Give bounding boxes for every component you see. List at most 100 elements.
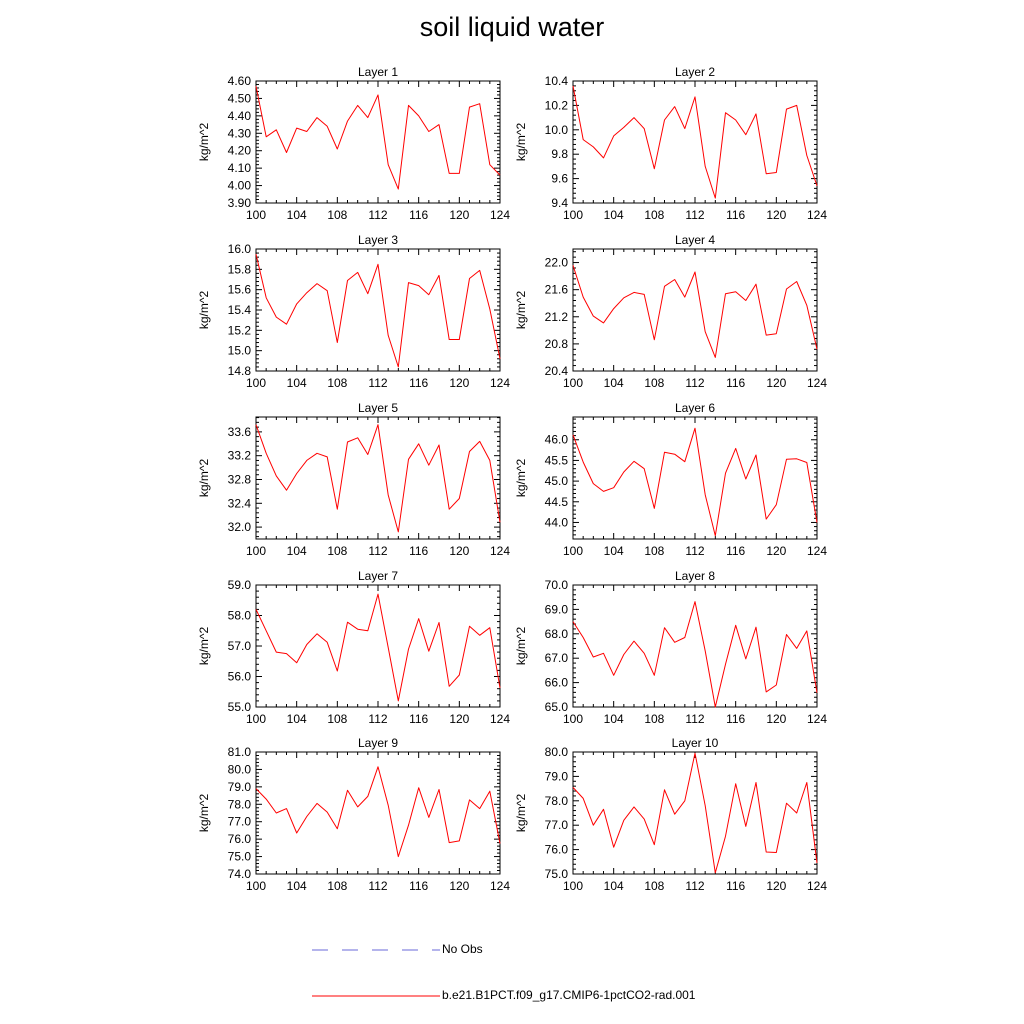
x-tick-label: 108	[644, 208, 664, 222]
plot-frame	[255, 584, 501, 708]
y-axis-label: kg/m^2	[514, 627, 528, 666]
panel-title: Layer 6	[675, 401, 715, 415]
x-tick-label: 104	[604, 376, 624, 390]
y-tick-label: 3.90	[228, 196, 252, 210]
x-tick-label: 120	[449, 208, 469, 222]
x-tick-label: 112	[368, 712, 387, 726]
x-tick-label: 124	[490, 208, 510, 222]
panel-title: Layer 9	[358, 736, 398, 750]
panel-2: Layer 2 100 104 108 112 116 120 124 9.4 9.6 9.8 10.…	[514, 65, 827, 222]
y-tick-label: 9.6	[551, 172, 568, 186]
panel-title: Layer 2	[675, 65, 715, 79]
x-tick-label: 112	[685, 544, 704, 558]
y-tick-label: 33.6	[228, 425, 252, 439]
y-tick-label: 14.8	[228, 364, 252, 378]
y-axis-label: kg/m^2	[514, 291, 528, 330]
x-tick-label: 112	[368, 544, 387, 558]
y-tick-label: 4.00	[228, 179, 252, 193]
x-tick-label: 120	[449, 544, 469, 558]
x-tick-label: 116	[726, 879, 745, 893]
legend-item-no-obs: No Obs	[312, 938, 872, 962]
x-tick-label: 124	[807, 712, 827, 726]
x-tick-label: 124	[807, 879, 827, 893]
x-tick-label: 112	[368, 208, 387, 222]
y-tick-label: 80.0	[228, 762, 252, 776]
y-tick-label: 65.0	[545, 700, 569, 714]
y-tick-label: 9.4	[551, 196, 568, 210]
x-tick-label: 104	[604, 208, 624, 222]
x-tick-label: 112	[368, 376, 387, 390]
y-tick-label: 10.2	[545, 98, 569, 112]
x-tick-label: 108	[644, 376, 664, 390]
y-tick-label: 80.0	[545, 745, 569, 759]
x-tick-label: 120	[449, 376, 469, 390]
x-tick-label: 116	[726, 376, 745, 390]
x-tick-label: 108	[644, 879, 664, 893]
y-tick-label: 70.0	[545, 578, 569, 592]
y-axis-label: kg/m^2	[197, 627, 211, 666]
x-tick-label: 124	[490, 376, 510, 390]
x-tick-label: 116	[409, 376, 428, 390]
y-axis-label: kg/m^2	[197, 291, 211, 330]
panel-title: Layer 4	[675, 233, 715, 247]
figure-title: soil liquid water	[419, 12, 605, 42]
y-tick-label: 15.8	[228, 262, 252, 276]
y-tick-label: 56.0	[228, 670, 252, 684]
y-tick-label: 46.0	[545, 433, 569, 447]
x-tick-label: 104	[604, 879, 624, 893]
y-tick-label: 77.0	[545, 818, 569, 832]
y-tick-label: 79.0	[228, 780, 252, 794]
legend-label-no-obs: No Obs	[442, 942, 483, 956]
panel-3: Layer 3 100 104 108 112 116 120 124 14.8 15.0 15.2…	[197, 233, 510, 390]
panel-7: Layer 7 100 104 108 112 116 120 124 55.0 56.0 57.0…	[197, 569, 510, 726]
y-tick-label: 32.0	[228, 520, 252, 534]
y-tick-label: 21.6	[545, 283, 569, 297]
panel-4: Layer 4 100 104 108 112 116 120 124 20.4 20.8 21.2…	[514, 233, 827, 390]
y-tick-label: 44.0	[545, 515, 569, 529]
x-tick-label: 116	[409, 544, 428, 558]
y-tick-label: 4.20	[228, 144, 252, 158]
x-tick-label: 104	[287, 376, 307, 390]
x-tick-label: 108	[644, 712, 664, 726]
panel-9: Layer 9 100 104 108 112 116 120 124 74.0 75.0 76.0…	[197, 736, 510, 893]
x-tick-label: 108	[327, 544, 347, 558]
legend-label-model-run: b.e21.B1PCT.f09_g17.CMIP6-1pctCO2-rad.00…	[442, 988, 696, 1002]
x-tick-label: 104	[287, 208, 307, 222]
series-line	[255, 766, 501, 858]
y-tick-label: 75.0	[545, 867, 569, 881]
y-tick-label: 10.4	[545, 74, 569, 88]
y-tick-label: 68.0	[545, 627, 569, 641]
y-tick-label: 21.2	[545, 310, 569, 324]
x-tick-label: 112	[685, 376, 704, 390]
x-tick-label: 120	[449, 879, 469, 893]
x-tick-label: 100	[246, 879, 266, 893]
y-axis-label: kg/m^2	[197, 459, 211, 498]
plot-frame	[572, 751, 818, 875]
x-tick-label: 104	[287, 879, 307, 893]
x-tick-label: 108	[327, 879, 347, 893]
y-axis-label: kg/m^2	[514, 794, 528, 833]
panel-title: Layer 10	[672, 736, 719, 750]
y-tick-label: 66.0	[545, 676, 569, 690]
y-axis-label: kg/m^2	[197, 794, 211, 833]
series-line	[255, 86, 501, 190]
x-tick-label: 120	[449, 712, 469, 726]
x-tick-label: 124	[807, 208, 827, 222]
plot-frame	[572, 416, 818, 540]
y-tick-label: 32.4	[228, 496, 252, 510]
x-tick-label: 100	[246, 544, 266, 558]
y-tick-label: 58.0	[228, 609, 252, 623]
series-line	[255, 424, 501, 533]
x-tick-label: 100	[563, 376, 583, 390]
x-tick-label: 116	[726, 208, 745, 222]
legend-swatch-solid	[312, 995, 440, 997]
y-tick-label: 15.2	[228, 323, 252, 337]
y-tick-label: 20.8	[545, 337, 569, 351]
y-tick-label: 57.0	[228, 639, 252, 653]
y-tick-label: 67.0	[545, 651, 569, 665]
y-tick-label: 78.0	[545, 794, 569, 808]
x-tick-label: 116	[409, 712, 428, 726]
plot-frame	[572, 248, 818, 372]
x-tick-label: 124	[807, 376, 827, 390]
